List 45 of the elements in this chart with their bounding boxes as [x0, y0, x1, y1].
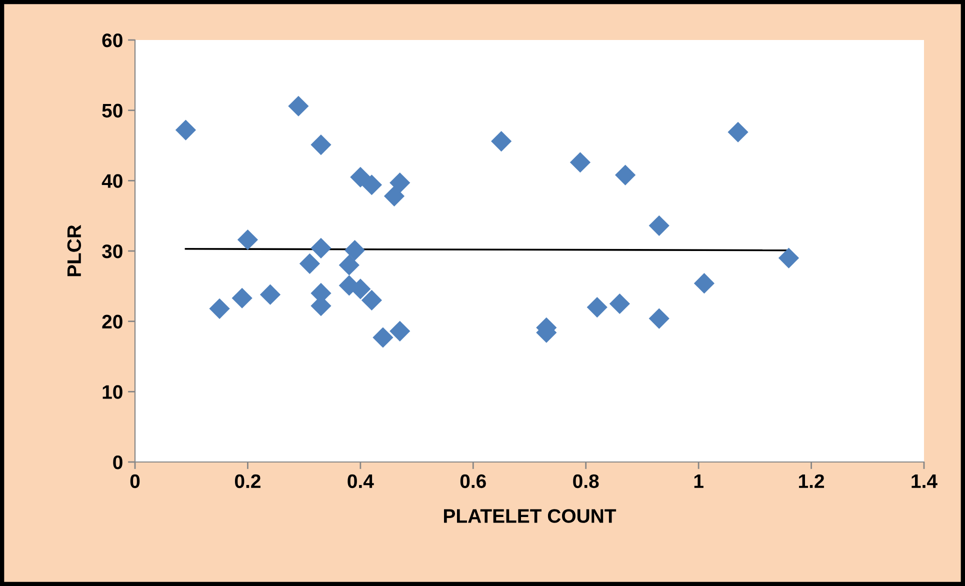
point [338, 254, 360, 276]
x-tick-label: 1.4 [912, 474, 938, 488]
point [648, 215, 670, 236]
point [570, 152, 591, 173]
x-tick-label: 1 [694, 474, 704, 488]
point [344, 240, 366, 261]
point [372, 327, 394, 348]
x-tick-label: 0 [130, 474, 140, 488]
point [384, 186, 405, 206]
point [209, 298, 230, 319]
point [615, 164, 636, 186]
point [260, 284, 281, 305]
point [288, 96, 309, 116]
point [390, 172, 410, 194]
y-tick-label: 40 [102, 174, 122, 188]
x-tick-label: 1.2 [798, 474, 824, 488]
x-tick-label: 0.8 [573, 474, 599, 488]
point [586, 296, 608, 318]
y-tick-label: 50 [102, 104, 122, 118]
point [609, 293, 630, 314]
point [361, 290, 382, 311]
x-axis-title: PLATELET COUNT [444, 509, 616, 523]
y-tick-label: 10 [102, 385, 122, 399]
point [350, 166, 371, 188]
point [175, 120, 196, 140]
y-tick-label: 30 [102, 244, 122, 258]
point [648, 308, 670, 329]
point [237, 229, 258, 250]
y-tick-label: 20 [102, 314, 122, 329]
y-tick-label: 0 [113, 455, 122, 470]
point [299, 253, 320, 274]
point [390, 320, 410, 342]
x-tick-label: 0.4 [348, 474, 374, 488]
point [491, 130, 512, 152]
y-tick-label: 60 [102, 33, 122, 48]
point [728, 122, 748, 142]
point [310, 134, 332, 156]
y-axis-title: PLCR [67, 224, 82, 276]
point [232, 288, 252, 308]
point [778, 248, 800, 268]
point [310, 238, 332, 258]
point [361, 174, 382, 196]
x-tick-label: 0.6 [460, 474, 486, 488]
x-tick-label: 0.2 [234, 474, 260, 488]
point [694, 273, 715, 294]
